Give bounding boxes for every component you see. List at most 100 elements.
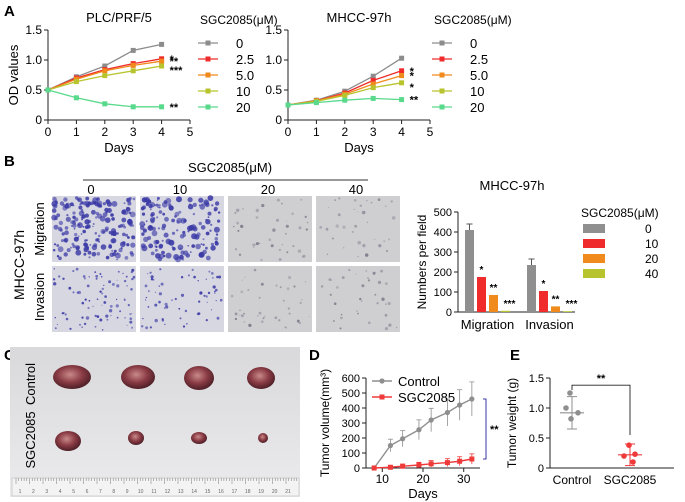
d-x-tick-label: 30	[457, 472, 471, 486]
c-row-sgc2085: SGC2085	[23, 411, 38, 468]
A2-x-tick-label: 1	[313, 125, 320, 139]
A1-point-5.0	[102, 68, 108, 74]
e-category-label: Control	[553, 473, 592, 487]
A1-legend-marker	[205, 56, 211, 62]
e-category-label: SGC2085	[604, 473, 657, 487]
d-significance-bracket	[483, 398, 487, 460]
tumor-sgc-4	[258, 433, 268, 443]
A1-legend-label: 10	[236, 84, 250, 99]
micro-cells	[141, 268, 223, 330]
A2-y-tick-label: 0	[275, 113, 282, 127]
A1-star: ***	[170, 65, 184, 77]
ruler-number: 13	[178, 489, 184, 495]
micro-image-invasion-40	[316, 266, 400, 332]
A1-point-10	[102, 73, 108, 79]
ruler-number: 5	[72, 489, 75, 495]
b-bar-y-tick-label: 300	[434, 247, 452, 259]
b-bar-y-tick-label: 500	[434, 207, 452, 219]
A1-legend-label: 20	[236, 100, 250, 115]
e-point-sgc2085	[632, 451, 638, 458]
e-point-control	[568, 416, 574, 422]
A1-point-0	[130, 47, 136, 53]
b-bar-legend-swatch	[583, 269, 605, 278]
ruler-number: 1	[19, 489, 22, 495]
A2-legend-title: SGC2085(μM)	[434, 13, 512, 27]
e-point-control	[563, 405, 569, 411]
micro-cells	[230, 268, 310, 329]
A1-legend-label: 0	[236, 36, 243, 51]
A2-point-10	[370, 85, 376, 91]
d-legend-label: SGC2085	[398, 390, 455, 405]
A1-point-5.0	[130, 62, 136, 68]
tumor-sgc-3	[191, 432, 207, 444]
ruler-number: 9	[126, 489, 129, 495]
d-point-control	[457, 402, 463, 408]
A2-legend-label: 20	[470, 100, 484, 115]
d-y-tick-label: 200	[342, 433, 360, 445]
A1-star: **	[170, 56, 179, 68]
A1-x-tick-label: 1	[73, 125, 80, 139]
d-point-control	[428, 417, 434, 423]
A1-point-10	[159, 63, 165, 69]
e-point-sgc2085	[621, 453, 627, 459]
A2-x-tick-label: 4	[398, 125, 405, 139]
bar-invasion-20	[551, 306, 560, 312]
tumor-control-4	[247, 367, 275, 389]
A2-point-10	[399, 80, 405, 86]
A2-y-tick-label: 1.5	[265, 23, 282, 37]
A2-point-20	[285, 102, 291, 108]
A1-x-tick-label: 5	[187, 125, 194, 139]
bar-migration-0	[465, 230, 474, 312]
b-bar-y-tick-label: 400	[434, 227, 452, 239]
ruler-number: 18	[245, 489, 251, 495]
bar-star: ***	[504, 299, 516, 310]
A1-legend-marker	[205, 104, 211, 110]
micro-cells	[233, 198, 309, 262]
d-x-tick-label: 10	[376, 472, 390, 486]
b-conc-20: 20	[261, 182, 275, 197]
d-legend-label: Control	[398, 374, 440, 389]
d-point-sgc2085	[469, 456, 475, 462]
A2-x-tick-label: 2	[341, 125, 348, 139]
micro-image-invasion-0	[52, 266, 136, 332]
ruler-number: 6	[86, 489, 89, 495]
ruler-number: 19	[258, 489, 264, 495]
bar-invasion-40	[563, 311, 572, 312]
ruler-number: 21	[285, 489, 291, 495]
b-bar-y-tick-label: 100	[434, 287, 452, 299]
A2-point-2.5	[399, 68, 405, 74]
A2-legend-marker	[439, 88, 445, 94]
A1-x-tick-label: 0	[45, 125, 52, 139]
A2-star: **	[410, 95, 419, 107]
b-conc-40: 40	[349, 182, 363, 197]
e-y-tick-label: 0	[538, 463, 544, 475]
A2-point-0	[399, 55, 405, 61]
d-x-tick-label: 20	[416, 472, 430, 486]
b-bar-category-label: Migration	[461, 317, 514, 332]
A1-y-tick-label: 0	[35, 113, 42, 127]
A1-star: **	[170, 102, 179, 114]
e-point-sgc2085	[626, 442, 632, 449]
micro-cells	[51, 196, 136, 261]
d-series-Control	[373, 398, 473, 469]
b-row-invasion: Invasion	[32, 273, 47, 321]
d-point-control	[444, 409, 451, 416]
A1-point-10	[130, 68, 136, 74]
d-x-label: Days	[408, 486, 438, 501]
b-bar-title: MHCC-97h	[479, 178, 544, 193]
e-point-sgc2085	[630, 459, 636, 465]
ruler-number: 8	[112, 489, 115, 495]
chart-mhcc97h-viability: 0 1 2 3 4 500.51.01.5MHCC-97hDays*****SGC2085…	[265, 10, 511, 155]
A1-point-5.0	[159, 58, 165, 64]
b-cell-line: MHCC-97h	[11, 230, 27, 300]
d-point-sgc2085	[416, 462, 422, 468]
A2-point-5.0	[370, 81, 376, 87]
micro-image-migration-40	[316, 196, 400, 262]
tumor-control-2	[121, 365, 155, 389]
panel-b-images: SGC2085(μM) 0 10 20 40 MHCC-97h Migratio…	[11, 160, 400, 332]
A1-x-tick-label: 3	[130, 125, 137, 139]
A2-y-tick-label: 0.5	[265, 83, 282, 97]
b-bar-legend-label: 10	[645, 237, 659, 251]
A2-point-0	[370, 73, 376, 79]
